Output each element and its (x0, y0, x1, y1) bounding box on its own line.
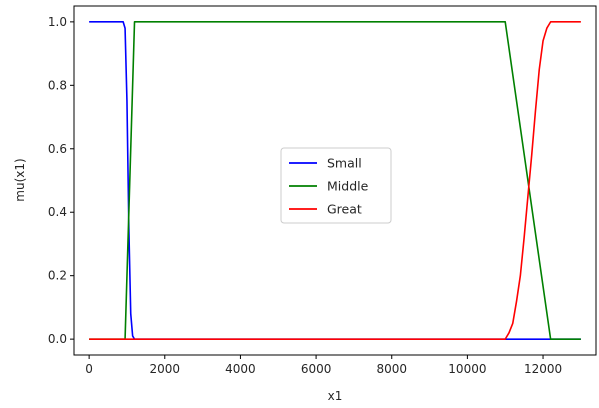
series-line-great (89, 21, 581, 340)
x-tick-label: 10000 (448, 362, 486, 376)
legend-label-great: Great (327, 202, 362, 217)
y-tick-label: 0.2 (48, 269, 67, 283)
y-axis-label: mu(x1) (13, 158, 27, 201)
x-tick-label: 0 (85, 362, 93, 376)
legend: Small Middle Great (280, 147, 392, 224)
x-axis-label: x1 (328, 389, 343, 403)
legend-box (280, 147, 392, 224)
y-axis: 0.0 0.2 0.4 0.6 0.8 1.0 (48, 15, 74, 346)
y-tick-label: 0.0 (48, 332, 67, 346)
axes-frame (73, 5, 597, 356)
x-tick-label: 6000 (301, 362, 332, 376)
x-tick-label: 2000 (150, 362, 181, 376)
y-tick-label: 1.0 (48, 15, 67, 29)
x-tick-label: 12000 (524, 362, 562, 376)
y-tick-label: 0.4 (48, 205, 67, 219)
legend-label-small: Small (327, 156, 362, 171)
legend-label-middle: Middle (327, 179, 369, 194)
x-tick-label: 4000 (225, 362, 256, 376)
plot-lines (89, 21, 581, 340)
y-tick-label: 0.6 (48, 142, 67, 156)
y-tick-label: 0.8 (48, 78, 67, 92)
x-tick-label: 8000 (376, 362, 407, 376)
x-axis: 0 2000 4000 6000 8000 10000 12000 (85, 355, 562, 376)
